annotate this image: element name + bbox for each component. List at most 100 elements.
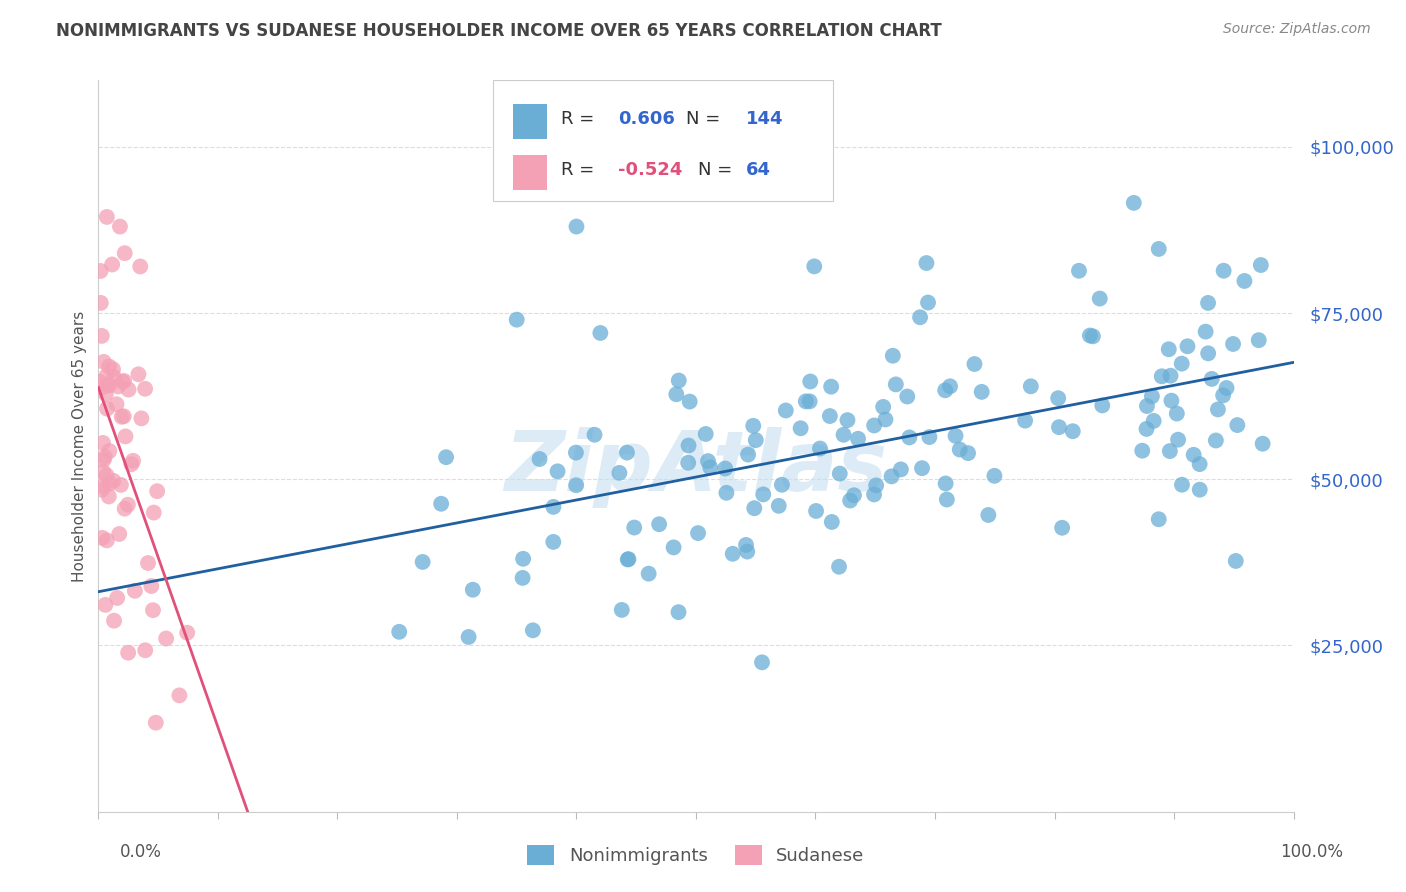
- Point: [1147, 512, 1170, 526]
- Text: 0.0%: 0.0%: [120, 843, 162, 861]
- Point: [1212, 388, 1234, 402]
- Point: [714, 461, 737, 475]
- Point: [609, 466, 631, 480]
- Point: [637, 566, 659, 581]
- Point: [799, 394, 821, 409]
- Point: [882, 349, 904, 363]
- Point: [803, 260, 825, 274]
- Point: [735, 544, 758, 558]
- Point: [1160, 368, 1182, 383]
- Point: [1201, 372, 1223, 386]
- Point: [111, 409, 134, 424]
- Point: [1250, 258, 1272, 272]
- Bar: [513, 155, 547, 190]
- Point: [890, 462, 912, 476]
- Point: [789, 421, 811, 435]
- Point: [101, 258, 124, 272]
- Point: [1222, 337, 1244, 351]
- Point: [98, 359, 121, 374]
- Point: [1167, 433, 1189, 447]
- Point: [1143, 414, 1166, 428]
- Point: [94, 598, 117, 612]
- Point: [665, 387, 688, 401]
- Point: [589, 326, 612, 340]
- Point: [1130, 443, 1153, 458]
- Point: [863, 487, 886, 501]
- Point: [752, 487, 775, 501]
- Point: [751, 656, 773, 670]
- Point: [91, 479, 114, 493]
- Point: [512, 571, 534, 585]
- Point: [103, 370, 125, 384]
- Y-axis label: Householder Income Over 65 years: Householder Income Over 65 years: [72, 310, 87, 582]
- Point: [141, 579, 163, 593]
- Point: [1251, 436, 1274, 450]
- Point: [846, 432, 869, 446]
- Point: [678, 438, 700, 452]
- Point: [169, 689, 191, 703]
- Point: [872, 400, 894, 414]
- Point: [110, 478, 132, 492]
- Point: [98, 476, 121, 491]
- Point: [911, 461, 934, 475]
- Point: [91, 436, 114, 450]
- Point: [112, 409, 135, 424]
- Point: [105, 397, 128, 411]
- Point: [101, 362, 124, 376]
- Point: [804, 504, 827, 518]
- Point: [146, 484, 169, 499]
- Point: [668, 374, 690, 388]
- Point: [124, 583, 146, 598]
- Point: [90, 296, 112, 310]
- Point: [114, 501, 136, 516]
- Point: [1136, 399, 1159, 413]
- Point: [155, 632, 177, 646]
- Point: [529, 452, 551, 467]
- Point: [114, 246, 136, 260]
- Point: [134, 643, 156, 657]
- Point: [1188, 483, 1211, 497]
- Point: [1215, 381, 1237, 395]
- Point: [1226, 418, 1249, 433]
- Point: [1170, 357, 1192, 371]
- Point: [522, 624, 544, 638]
- Point: [1078, 328, 1101, 343]
- Point: [108, 527, 131, 541]
- Point: [863, 418, 886, 433]
- Point: [699, 460, 721, 475]
- Point: [93, 453, 115, 467]
- Point: [768, 499, 790, 513]
- Point: [832, 427, 855, 442]
- Point: [623, 520, 645, 534]
- Point: [97, 378, 120, 392]
- Text: 64: 64: [747, 161, 770, 179]
- Point: [676, 456, 699, 470]
- Point: [837, 413, 859, 427]
- Point: [668, 605, 690, 619]
- Point: [775, 403, 797, 417]
- Point: [821, 515, 844, 529]
- Point: [91, 531, 114, 545]
- Point: [896, 390, 918, 404]
- Point: [617, 552, 640, 566]
- Legend: Nonimmigrants, Sudanese: Nonimmigrants, Sudanese: [520, 838, 872, 872]
- Point: [662, 541, 685, 555]
- Point: [96, 368, 118, 383]
- Point: [90, 264, 112, 278]
- Point: [388, 624, 411, 639]
- Point: [145, 715, 167, 730]
- Point: [1171, 477, 1194, 491]
- Text: N =: N =: [699, 161, 733, 179]
- Point: [543, 535, 565, 549]
- Point: [96, 468, 118, 483]
- Point: [697, 454, 720, 468]
- Point: [1212, 263, 1234, 277]
- Point: [799, 375, 821, 389]
- Text: 0.606: 0.606: [619, 110, 675, 128]
- Point: [1247, 333, 1270, 347]
- Point: [1122, 195, 1144, 210]
- Point: [908, 310, 931, 325]
- Point: [875, 412, 897, 426]
- Point: [543, 500, 565, 514]
- Point: [794, 394, 817, 409]
